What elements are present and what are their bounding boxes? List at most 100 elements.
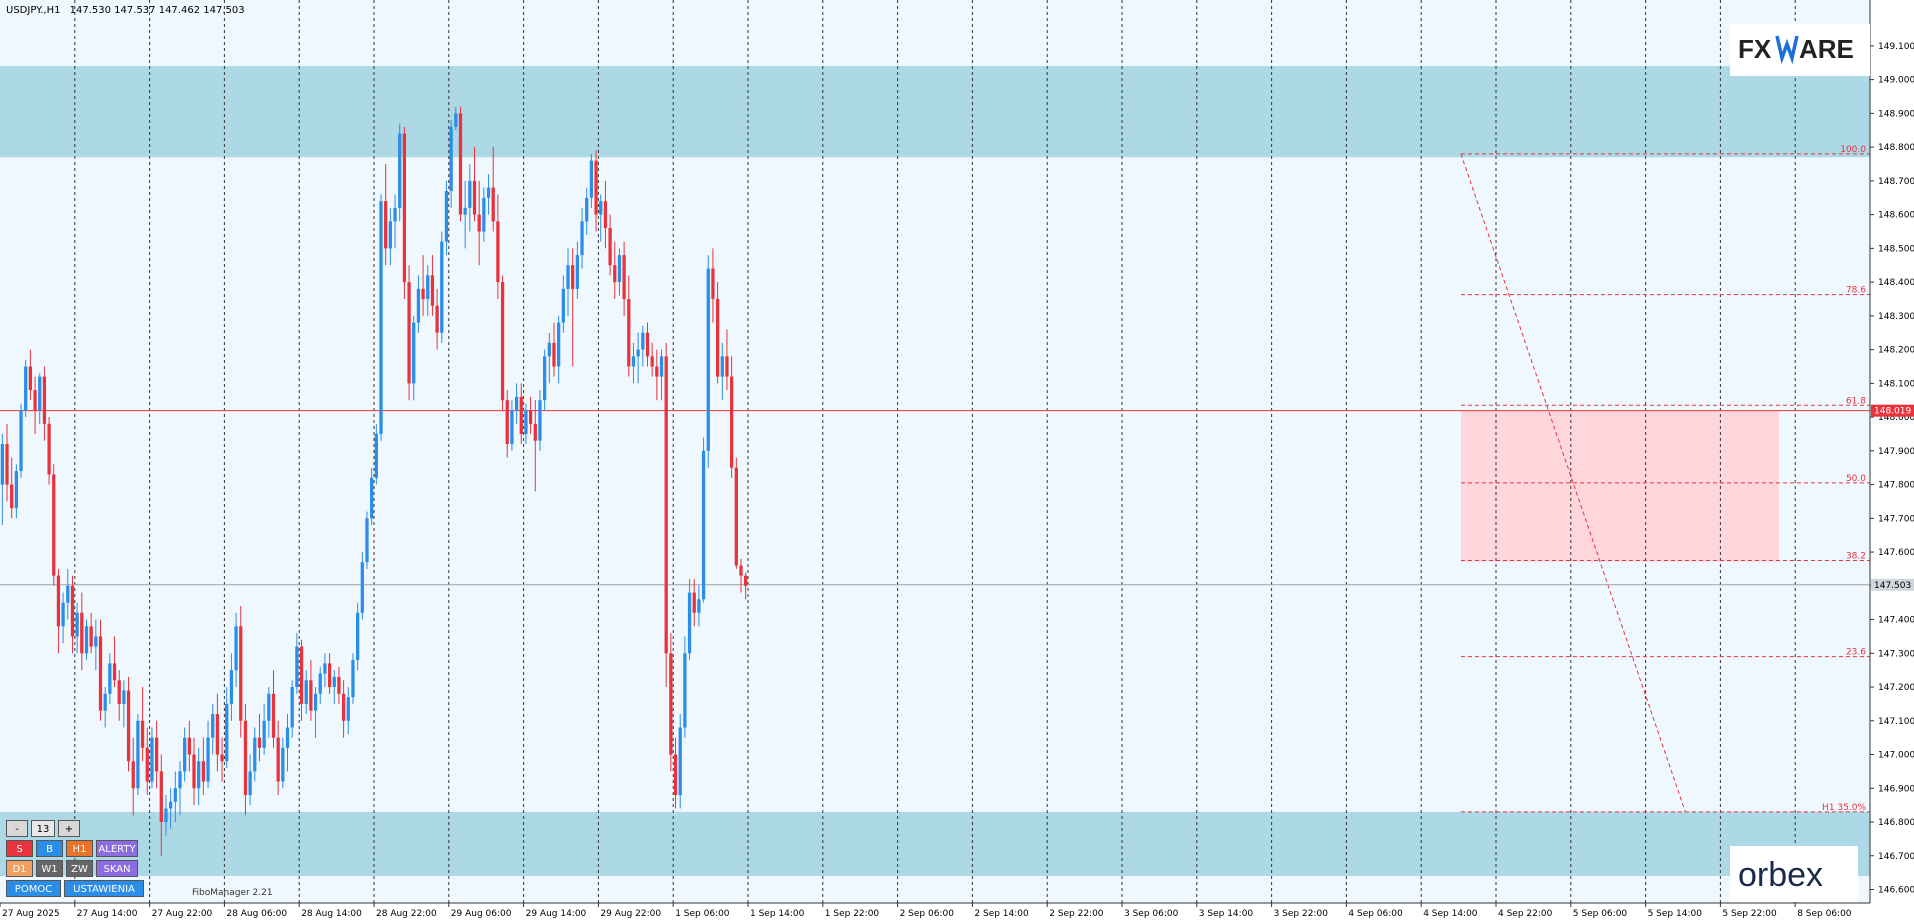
x-tick-label: 2 Sep 22:00 <box>1049 909 1104 919</box>
zone-support <box>0 811 1870 877</box>
fibo-level-label: 23.6 <box>1846 648 1866 658</box>
candle-body <box>140 720 145 748</box>
fibo-level-label: 38.2 <box>1846 551 1866 561</box>
candle-body <box>360 562 364 613</box>
candle-body <box>42 376 47 424</box>
candle-body <box>603 201 608 229</box>
candle-body <box>56 575 61 627</box>
candle-body <box>571 265 575 289</box>
candle-body <box>0 444 4 485</box>
y-tick-label: 147.000 <box>1878 751 1914 761</box>
candle-body <box>178 771 182 789</box>
y-tick-label: 147.200 <box>1878 683 1914 693</box>
price-axis: 149.100 149.000 148.900 148.800 148.700 148.6… <box>1869 0 1914 921</box>
candle-body <box>477 214 481 232</box>
zw-button[interactable]: ZW <box>66 860 93 877</box>
x-tick-label: 2 Sep 14:00 <box>974 909 1029 919</box>
plus-button[interactable]: + <box>58 820 80 837</box>
candle-body <box>435 305 439 333</box>
candle-body <box>444 190 449 242</box>
fxmag-head: FX <box>1738 34 1772 64</box>
candle-body <box>659 356 664 377</box>
candle-body <box>706 268 710 451</box>
candle-body <box>627 298 631 367</box>
candle-body <box>669 653 673 755</box>
candle-body <box>108 663 112 694</box>
x-tick-label: 5 Sep 14:00 <box>1648 909 1703 919</box>
x-tick-label: 4 Sep 14:00 <box>1423 909 1478 919</box>
ustawienia-button[interactable]: USTAWIENIA <box>64 880 144 897</box>
candle-body <box>454 113 458 127</box>
candle-body <box>547 342 551 357</box>
s-button[interactable]: S <box>6 840 33 857</box>
candle-body <box>89 626 93 647</box>
candle-body <box>94 636 98 647</box>
y-tick-label: 146.900 <box>1878 784 1914 794</box>
candle-body <box>374 433 378 478</box>
candle-body <box>692 592 696 613</box>
candle-body <box>697 599 701 613</box>
d1-button[interactable]: D1 <box>6 860 33 877</box>
candle-body <box>426 275 430 299</box>
candle-body <box>220 754 224 762</box>
candle-body <box>631 356 636 367</box>
candle-body <box>594 160 598 215</box>
candles-layer <box>0 106 748 856</box>
fibo-trendline <box>1460 153 1686 813</box>
candle-body <box>271 693 276 738</box>
current-price-text: 147.503 <box>1874 581 1911 591</box>
candle-body <box>370 477 374 519</box>
candle-body <box>24 366 28 411</box>
candle-body <box>164 808 168 823</box>
fxmag-tail: ARE <box>1799 34 1854 64</box>
b-button[interactable]: B <box>36 840 63 857</box>
candle-body <box>514 396 519 411</box>
time-axis-bg <box>0 903 1914 921</box>
candle-body <box>253 737 257 772</box>
x-tick-label: 29 Aug 14:00 <box>526 909 587 919</box>
skan-button[interactable]: SKAN <box>96 860 138 877</box>
candle-body <box>197 761 201 789</box>
candle-body <box>365 518 369 563</box>
candle-body <box>281 747 285 782</box>
candle-body <box>720 356 724 377</box>
x-tick-label: 27 Aug 2025 <box>2 909 60 919</box>
candle-body <box>421 288 425 299</box>
candle-body <box>384 201 388 249</box>
minus-button[interactable]: - <box>6 820 28 837</box>
candle-body <box>580 221 584 256</box>
zone-retracement <box>1460 410 1779 562</box>
candle-body <box>734 467 738 566</box>
alerty-button[interactable]: ALERTY <box>96 840 138 857</box>
x-tick-label: 5 Sep 06:00 <box>1573 909 1628 919</box>
candle-body <box>10 484 14 509</box>
h1-button[interactable]: H1 <box>66 840 93 857</box>
candle-body <box>500 282 505 401</box>
grid-layer <box>74 0 1796 903</box>
x-tick-label: 3 Sep 14:00 <box>1199 909 1254 919</box>
candle-body <box>75 612 79 637</box>
candle-body <box>416 288 421 323</box>
candle-body <box>145 747 149 782</box>
x-tick-label: 28 Aug 22:00 <box>376 909 437 919</box>
candle-body <box>356 612 360 661</box>
candle-body <box>617 255 622 283</box>
x-tick-label: 29 Aug 06:00 <box>451 909 512 919</box>
y-tick-label: 147.300 <box>1878 649 1914 659</box>
x-tick-label: 4 Sep 22:00 <box>1498 909 1553 919</box>
candle-body <box>19 410 23 472</box>
time-axis: 27 Aug 2025 27 Aug 14:00 27 Aug 22:00 28 Au… <box>0 902 1914 921</box>
pomoc-button[interactable]: POMOC <box>6 880 61 897</box>
candle-body <box>613 265 617 283</box>
candle-body <box>678 727 682 796</box>
candle-body <box>183 737 187 772</box>
candle-body <box>482 197 486 232</box>
candle-body <box>519 396 523 434</box>
w1-button[interactable]: W1 <box>36 860 63 877</box>
candle-body <box>412 322 416 384</box>
y-tick-label: 147.700 <box>1878 514 1914 524</box>
y-tick-label: 148.800 <box>1878 143 1914 153</box>
count-field[interactable]: 13 <box>31 820 55 837</box>
candle-body <box>28 366 33 391</box>
